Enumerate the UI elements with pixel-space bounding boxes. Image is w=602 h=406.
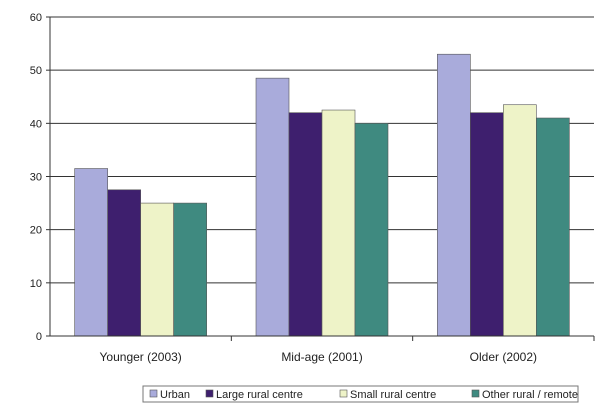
bar (288, 112, 323, 337)
legend-label: Urban (160, 389, 190, 401)
legend-label: Small rural centre (350, 389, 436, 401)
legend-swatch (471, 389, 480, 398)
bar (321, 109, 356, 337)
legend-box (142, 385, 579, 403)
y-tick-label: 0 (36, 331, 42, 343)
category-label: Older (2002) (470, 350, 537, 364)
legend-swatch (205, 389, 214, 398)
bars (74, 53, 570, 337)
category-labels: Younger (2003) Mid-age (2001) Older (2002) (100, 336, 595, 364)
bar (255, 77, 290, 337)
bar (140, 202, 174, 337)
y-tick-label: 40 (30, 118, 42, 130)
legend: Urban Large rural centre Small rural centr… (142, 385, 579, 403)
category-label: Younger (2003) (100, 350, 182, 364)
bar (173, 202, 207, 337)
bar (107, 189, 141, 337)
bar (437, 53, 471, 337)
y-tick-label: 60 (30, 12, 42, 24)
legend-label: Large rural centre (216, 389, 303, 401)
bar (503, 104, 537, 337)
bar (354, 123, 389, 337)
legend-swatch (149, 389, 158, 398)
bar (536, 117, 570, 337)
y-tick-label: 30 (30, 172, 42, 184)
y-tick-label: 20 (30, 225, 42, 237)
legend-swatch (339, 389, 348, 398)
bar (470, 112, 504, 337)
legend-label: Other rural / remote (482, 389, 578, 401)
bar (74, 168, 108, 337)
y-tick-label: 10 (30, 278, 42, 290)
y-axis-ticks: 0 10 20 30 40 50 60 (30, 12, 50, 343)
category-label: Mid-age (2001) (281, 350, 362, 364)
y-tick-label: 50 (30, 65, 42, 77)
